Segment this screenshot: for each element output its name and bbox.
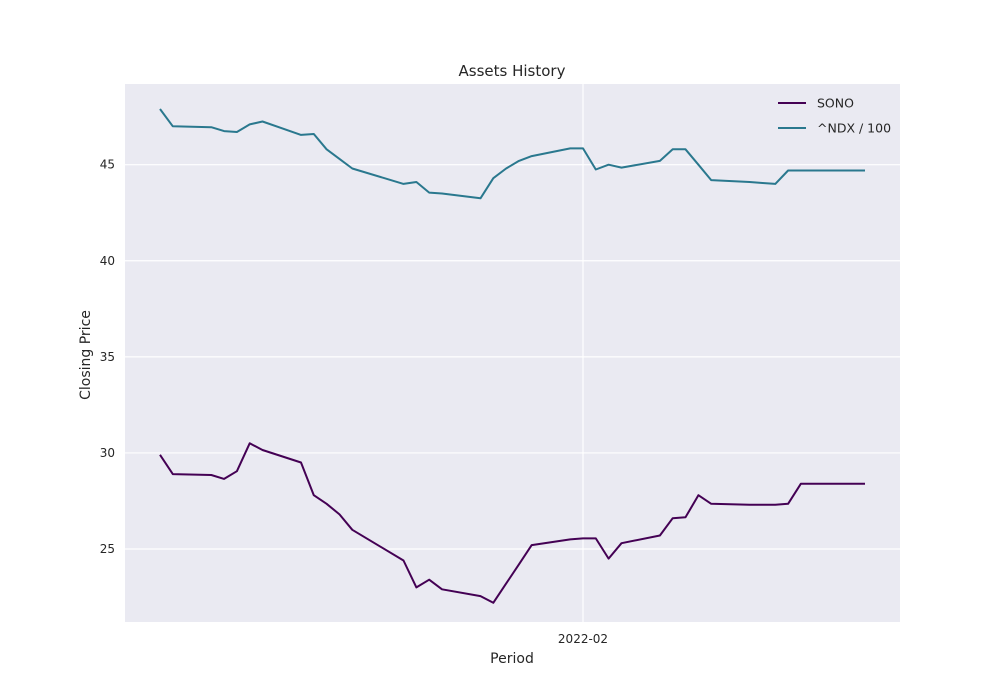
legend: SONO ^NDX / 100 xyxy=(778,96,891,136)
y-tick-label: 30 xyxy=(100,446,115,460)
legend-label: ^NDX / 100 xyxy=(817,121,891,136)
chart-title: Assets History xyxy=(459,62,566,80)
y-tick-label: 45 xyxy=(100,158,115,172)
grid xyxy=(125,84,900,622)
series-line-sono xyxy=(159,442,865,604)
y-axis-label: Closing Price xyxy=(78,310,94,400)
series-group xyxy=(159,108,865,604)
y-tick-label: 40 xyxy=(100,254,115,268)
plot-area xyxy=(125,84,900,622)
series-line-ndx xyxy=(159,108,865,200)
legend-label: SONO xyxy=(817,96,854,111)
x-tick-label: 2022-02 xyxy=(558,632,608,646)
x-axis-label: Period xyxy=(490,651,534,667)
y-tick-label: 35 xyxy=(100,350,115,364)
ticks: 25 30 35 40 45 2022-02 xyxy=(100,158,608,646)
y-tick-label: 25 xyxy=(100,542,115,556)
